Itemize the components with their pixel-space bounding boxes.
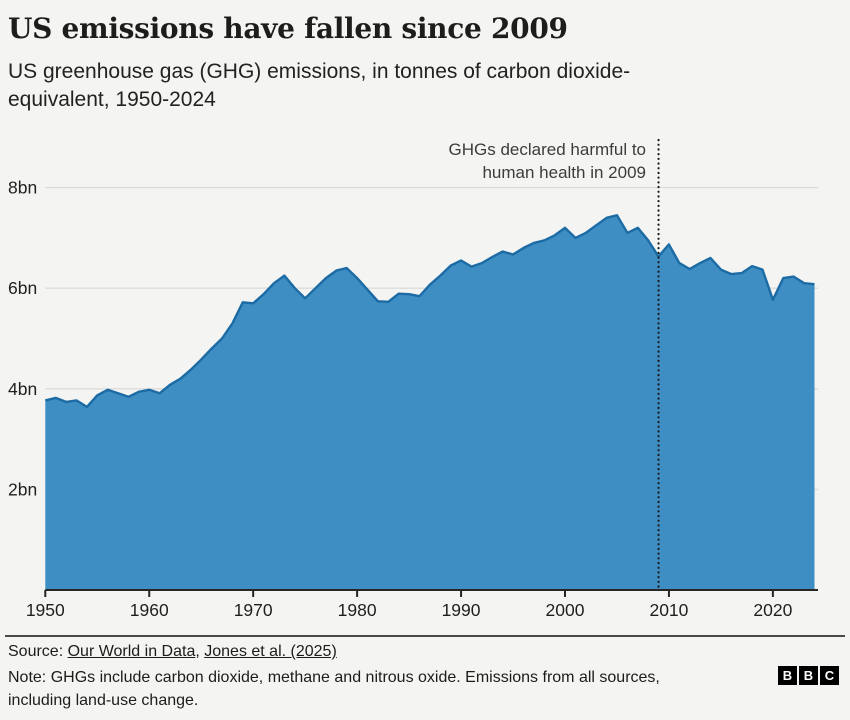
chart-annotation: GHGs declared harmful to human health in… bbox=[449, 138, 646, 184]
x-axis-tick-label: 1970 bbox=[234, 600, 273, 620]
bbc-logo-block-b1: B bbox=[778, 666, 797, 685]
y-axis-tick-label: 8bn bbox=[8, 178, 37, 198]
emissions-area bbox=[45, 215, 815, 591]
y-axis-tick-label: 6bn bbox=[8, 278, 37, 298]
annotation-line-1: GHGs declared harmful to bbox=[448, 140, 646, 159]
x-axis-tick-label: 1980 bbox=[338, 600, 377, 620]
bbc-logo: B B C bbox=[778, 666, 839, 685]
note-line-2: including land-use change. bbox=[8, 692, 199, 709]
subtitle-line-1: US greenhouse gas (GHG) emissions, in to… bbox=[8, 60, 631, 83]
chart-footer: Source: Our World in Data, Jones et al. … bbox=[0, 632, 850, 720]
source-link-jones[interactable]: Jones et al. (2025) bbox=[204, 643, 337, 660]
x-axis-tick-label: 1990 bbox=[442, 600, 481, 620]
footer-divider bbox=[5, 635, 845, 637]
emissions-area-chart: 2bn 4bn 6bn 8bn 1950 1960 1970 1980 1990 2000 2010… bbox=[8, 138, 818, 620]
x-axis-tick-label: 1960 bbox=[130, 600, 169, 620]
bbc-logo-block-c: C bbox=[820, 666, 839, 685]
page-title: US emissions have fallen since 2009 bbox=[8, 12, 568, 45]
x-axis-tick-label: 1950 bbox=[26, 600, 65, 620]
x-axis-tick-label: 2020 bbox=[753, 600, 792, 620]
note-text: Note: GHGs include carbon dioxide, metha… bbox=[8, 666, 660, 712]
x-axis-tick-label: 2000 bbox=[546, 600, 585, 620]
source-separator: , bbox=[195, 643, 200, 660]
bbc-logo-block-b2: B bbox=[799, 666, 818, 685]
y-axis-tick-label: 2bn bbox=[8, 479, 37, 499]
source-label: Source: bbox=[8, 643, 64, 660]
source-link-owid[interactable]: Our World in Data bbox=[67, 643, 196, 660]
y-axis-tick-label: 4bn bbox=[8, 379, 37, 399]
subtitle-line-2: equivalent, 1950-2024 bbox=[8, 88, 216, 111]
x-axis-tick-label: 2010 bbox=[649, 600, 688, 620]
note-line-1: Note: GHGs include carbon dioxide, metha… bbox=[8, 669, 660, 686]
chart-subtitle: US greenhouse gas (GHG) emissions, in to… bbox=[8, 58, 630, 114]
source-line: Source: Our World in Data, Jones et al. … bbox=[8, 643, 337, 661]
chart-area: 2bn 4bn 6bn 8bn 1950 1960 1970 1980 1990 2000 2010… bbox=[0, 130, 850, 630]
emissions-line bbox=[45, 214, 815, 409]
annotation-line-2: human health in 2009 bbox=[482, 163, 646, 182]
